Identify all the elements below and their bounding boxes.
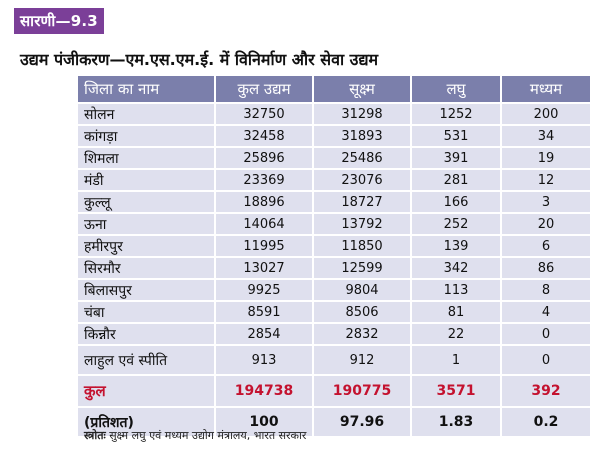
cell-medium: 0	[501, 345, 590, 376]
cell-small: 81	[411, 301, 502, 324]
cell-total-enterprises: 23369	[215, 169, 314, 192]
cell-medium: 0.2	[501, 407, 590, 438]
cell-micro: 13792	[313, 213, 412, 236]
cell-district: कुल	[78, 375, 216, 408]
cell-medium: 200	[501, 103, 590, 126]
cell-district: सोलन	[78, 103, 216, 126]
table-row: ऊना 14064 13792 252 20	[78, 213, 590, 236]
cell-total-enterprises: 913	[215, 345, 314, 376]
cell-district: बिलासपुर	[78, 279, 216, 302]
table-number-badge: सारणी—9.3	[14, 8, 104, 34]
source-label: स्त्रोतः	[84, 429, 106, 442]
cell-district: हमीरपुर	[78, 235, 216, 258]
cell-small: 139	[411, 235, 502, 258]
cell-medium: 12	[501, 169, 590, 192]
cell-small: 3571	[411, 375, 502, 408]
header-small: लघु	[411, 76, 502, 104]
cell-total-enterprises: 100	[215, 407, 314, 438]
header-total-enterprises: कुल उद्यम	[215, 76, 314, 104]
header-district: जिला का नाम	[78, 76, 216, 104]
table-row: शिमला 25896 25486 391 19	[78, 147, 590, 170]
cell-small: 531	[411, 125, 502, 148]
cell-medium: 3	[501, 191, 590, 214]
cell-district: शिमला	[78, 147, 216, 170]
cell-medium: 6	[501, 235, 590, 258]
cell-total-enterprises: 18896	[215, 191, 314, 214]
table-row: बिलासपुर 9925 9804 113 8	[78, 279, 590, 302]
cell-district: चंबा	[78, 301, 216, 324]
cell-micro: 18727	[313, 191, 412, 214]
cell-total-enterprises: 194738	[215, 375, 314, 408]
cell-small: 1.83	[411, 407, 502, 438]
table-row: सोलन 32750 31298 1252 200	[78, 103, 590, 126]
cell-total-enterprises: 13027	[215, 257, 314, 280]
cell-district: किन्नौर	[78, 323, 216, 346]
header-medium: मध्यम	[501, 76, 590, 104]
cell-total-enterprises: 11995	[215, 235, 314, 258]
cell-district: लाहुल एवं स्पीति	[78, 345, 216, 376]
cell-medium: 34	[501, 125, 590, 148]
source-note: स्त्रोतः सुक्ष्म लघु एवं मध्यम उद्योग मं…	[84, 428, 306, 443]
cell-total-enterprises: 2854	[215, 323, 314, 346]
cell-medium: 392	[501, 375, 590, 408]
table-title: उद्यम पंजीकरण—एम.एस.एम.ई. में विनिर्माण …	[20, 50, 379, 69]
cell-medium: 19	[501, 147, 590, 170]
header-micro: सूक्ष्म	[313, 76, 412, 104]
table-row: चंबा 8591 8506 81 4	[78, 301, 590, 324]
cell-micro: 97.96	[313, 407, 412, 438]
cell-micro: 9804	[313, 279, 412, 302]
cell-micro: 11850	[313, 235, 412, 258]
cell-micro: 2832	[313, 323, 412, 346]
cell-micro: 190775	[313, 375, 412, 408]
table-row: किन्नौर 2854 2832 22 0	[78, 323, 590, 346]
data-table-container: जिला का नाम कुल उद्यम सूक्ष्म लघु मध्यम …	[78, 76, 590, 438]
cell-micro: 25486	[313, 147, 412, 170]
cell-micro: 912	[313, 345, 412, 376]
cell-small: 252	[411, 213, 502, 236]
cell-small: 1252	[411, 103, 502, 126]
cell-medium: 4	[501, 301, 590, 324]
msme-data-table: जिला का नाम कुल उद्यम सूक्ष्म लघु मध्यम …	[78, 76, 590, 438]
cell-district: कांगड़ा	[78, 125, 216, 148]
source-text: सुक्ष्म लघु एवं मध्यम उद्योग मंत्रालय, भ…	[109, 429, 307, 442]
table-row: सिरमौर 13027 12599 342 86	[78, 257, 590, 280]
cell-district: सिरमौर	[78, 257, 216, 280]
cell-total-enterprises: 9925	[215, 279, 314, 302]
cell-micro: 31893	[313, 125, 412, 148]
cell-micro: 31298	[313, 103, 412, 126]
cell-medium: 20	[501, 213, 590, 236]
cell-total-enterprises: 14064	[215, 213, 314, 236]
cell-small: 1	[411, 345, 502, 376]
cell-medium: 8	[501, 279, 590, 302]
cell-micro: 23076	[313, 169, 412, 192]
cell-district: मंडी	[78, 169, 216, 192]
table-row: लाहुल एवं स्पीति 913 912 1 0	[78, 345, 590, 376]
cell-micro: 8506	[313, 301, 412, 324]
cell-medium: 86	[501, 257, 590, 280]
total-row: कुल 194738 190775 3571 392	[78, 375, 590, 408]
cell-small: 166	[411, 191, 502, 214]
table-row: कांगड़ा 32458 31893 531 34	[78, 125, 590, 148]
table-header-row: जिला का नाम कुल उद्यम सूक्ष्म लघु मध्यम	[78, 76, 590, 104]
percent-row: (प्रतिशत) 100 97.96 1.83 0.2	[78, 407, 590, 438]
cell-total-enterprises: 25896	[215, 147, 314, 170]
cell-medium: 0	[501, 323, 590, 346]
cell-micro: 12599	[313, 257, 412, 280]
cell-small: 281	[411, 169, 502, 192]
cell-small: 342	[411, 257, 502, 280]
cell-small: 113	[411, 279, 502, 302]
cell-small: 391	[411, 147, 502, 170]
cell-district: ऊना	[78, 213, 216, 236]
table-row: हमीरपुर 11995 11850 139 6	[78, 235, 590, 258]
cell-total-enterprises: 8591	[215, 301, 314, 324]
cell-district: कुल्लू	[78, 191, 216, 214]
table-row: मंडी 23369 23076 281 12	[78, 169, 590, 192]
cell-total-enterprises: 32750	[215, 103, 314, 126]
cell-district: (प्रतिशत)	[78, 407, 216, 438]
cell-small: 22	[411, 323, 502, 346]
table-row: कुल्लू 18896 18727 166 3	[78, 191, 590, 214]
cell-total-enterprises: 32458	[215, 125, 314, 148]
